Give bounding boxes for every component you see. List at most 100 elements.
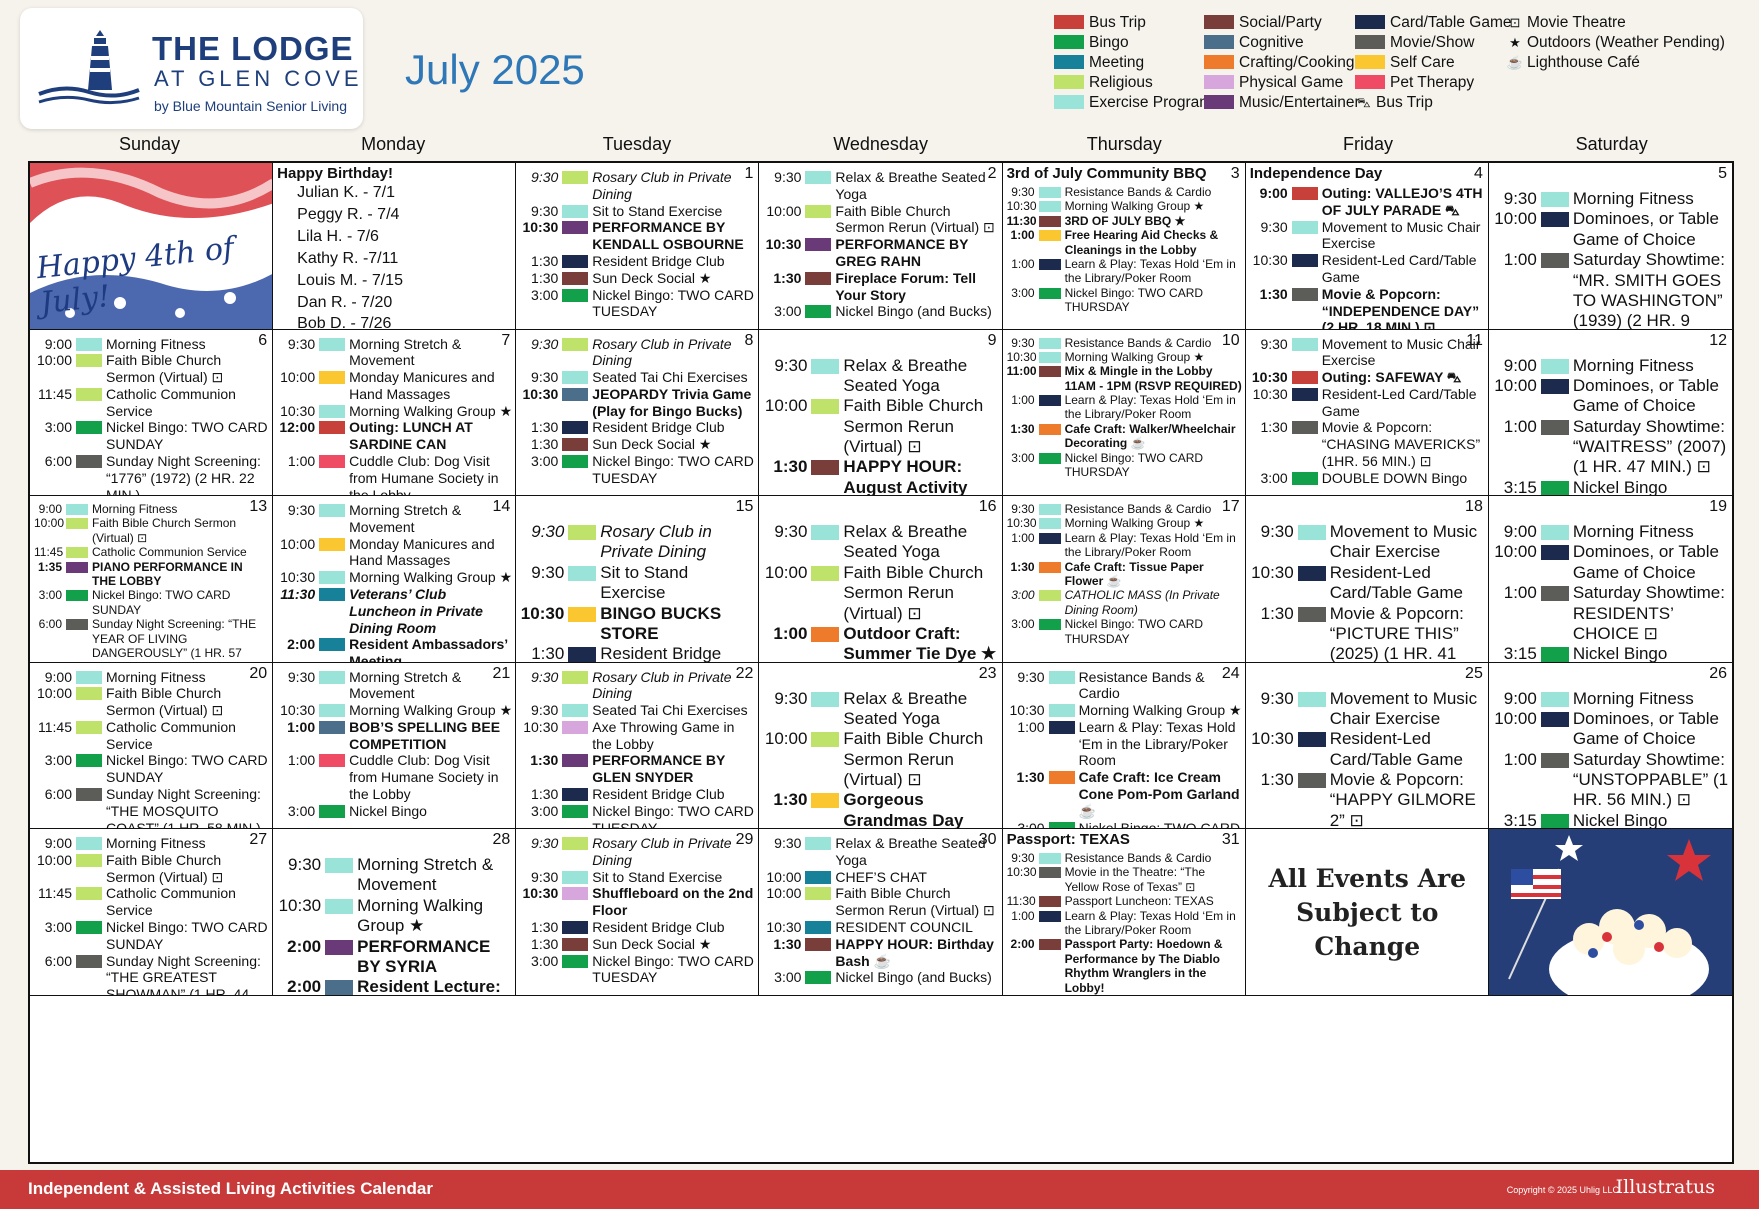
event-item[interactable]: 1:30 Resident Bridge Club <box>520 419 755 436</box>
event-item[interactable]: 9:00 Morning Fitness <box>34 835 269 852</box>
event-item[interactable]: 10:30 Resident-Led Card/Table Game <box>1250 729 1485 770</box>
event-item[interactable]: 9:30 Rosary Club in Private Dining <box>520 169 755 203</box>
event-item[interactable]: 6:00 Sunday Night Screening: “THE MOSQUIT… <box>34 786 269 828</box>
event-item[interactable]: 9:00 Morning Fitness <box>34 336 269 353</box>
event-item[interactable]: 3:00 Nickel Bingo: TWO CARD TUESDAY <box>520 287 755 321</box>
event-item[interactable]: 1:30 Resident Bridge Club <box>520 253 755 270</box>
event-item[interactable]: 10:00 Faith Bible Church Sermon (Virtual)… <box>34 685 269 719</box>
event-item[interactable]: 1:30 PERFORMANCE BY GLEN SNYDER <box>520 752 755 786</box>
event-item[interactable]: 11:00 Mix & Mingle in the Lobby 11AM - 1P… <box>1007 364 1242 393</box>
event-item[interactable]: 11:45 Catholic Communion Service <box>34 545 269 559</box>
event-item[interactable]: 10:30 Morning Walking Group ★ <box>1007 702 1242 719</box>
event-item[interactable]: 9:30 Morning Fitness <box>1493 189 1729 209</box>
event-item[interactable]: 11:30 3RD OF JULY BBQ ★ <box>1007 214 1242 228</box>
event-item[interactable]: 10:00 Faith Bible Church Sermon Rerun (Vi… <box>763 396 998 457</box>
event-item[interactable]: 1:00 Free Hearing Aid Checks & Cleanings … <box>1007 228 1242 257</box>
event-item[interactable]: 9:30 Seated Tai Chi Exercises <box>520 702 755 719</box>
event-item[interactable]: 10:00 Dominoes, or Table Game of Choice <box>1493 542 1729 583</box>
event-item[interactable]: 9:30 Rosary Club in Private Dining <box>520 522 755 563</box>
event-item[interactable]: 9:30 Seated Tai Chi Exercises <box>520 369 755 386</box>
event-item[interactable]: 3:00 Nickel Bingo: TWO CARD TUESDAY <box>520 953 755 987</box>
event-item[interactable]: 3:15 Nickel Bingo <box>1493 478 1729 496</box>
event-item[interactable]: 9:30 Relax & Breathe Seated Yoga <box>763 835 998 869</box>
event-item[interactable]: 1:00 Learn & Play: Texas Hold ‘Em in the … <box>1007 257 1242 286</box>
event-item[interactable]: 1:30 Cafe Craft: Ice Cream Cone Pom-Pom G… <box>1007 769 1242 819</box>
event-item[interactable]: 9:30 Morning Stretch & Movement <box>277 502 512 536</box>
event-item[interactable]: 9:30 Morning Stretch & Movement <box>277 669 512 703</box>
event-item[interactable]: 3:00 Nickel Bingo <box>277 803 512 820</box>
event-item[interactable]: 10:30 Shuffleboard on the 2nd Floor <box>520 885 755 919</box>
event-item[interactable]: 10:30 Morning Walking Group ★ <box>1007 516 1242 530</box>
event-item[interactable]: 9:30 Morning Stretch & Movement <box>277 336 512 370</box>
event-item[interactable]: 1:30 Movie & Popcorn: “INDEPENDENCE DAY” … <box>1250 286 1485 329</box>
event-item[interactable]: 3:15 Nickel Bingo <box>1493 811 1729 829</box>
event-item[interactable]: 3:00 Nickel Bingo: TWO CARD TUESDAY <box>520 803 755 828</box>
event-item[interactable]: 2:00 PERFORMANCE BY SYRIA <box>277 937 512 978</box>
event-item[interactable]: 10:00 Faith Bible Church Sermon Rerun (Vi… <box>763 203 998 237</box>
event-item[interactable]: 1:00 BOB’S SPELLING BEE COMPETITION <box>277 719 512 753</box>
event-item[interactable]: 10:00 Faith Bible Church Sermon Rerun (Vi… <box>763 563 998 624</box>
event-item[interactable]: 3:00 Nickel Bingo: TWO CARD TUESDAY <box>520 453 755 487</box>
event-item[interactable]: 9:30 Sit to Stand Exercise <box>520 203 755 220</box>
event-item[interactable]: 10:30 Movie in the Theatre: “The Yellow R… <box>1007 865 1242 894</box>
event-item[interactable]: 10:00 Faith Bible Church Sermon (Virtual)… <box>34 852 269 886</box>
event-item[interactable]: 9:00 Morning Fitness <box>34 502 269 516</box>
event-item[interactable]: 11:45 Catholic Communion Service <box>34 719 269 753</box>
event-item[interactable]: 10:00 Faith Bible Church Sermon (Virtual)… <box>34 516 269 545</box>
event-item[interactable]: 10:00 CHEF’S CHAT <box>763 869 998 886</box>
event-item[interactable]: 1:30 Movie & Popcorn: “PICTURE THIS” (202… <box>1250 604 1485 662</box>
event-item[interactable]: 10:30 RESIDENT COUNCIL <box>763 919 998 936</box>
event-item[interactable]: 10:30 PERFORMANCE BY KENDALL OSBOURNE <box>520 219 755 253</box>
event-item[interactable]: 1:30 Fireplace Forum: Tell Your Story <box>763 270 998 304</box>
event-item[interactable]: 1:30 Resident Bridge Club <box>520 786 755 803</box>
event-item[interactable]: 9:30 Morning Stretch & Movement <box>277 855 512 896</box>
event-item[interactable]: 10:00 Monday Manicures and Hand Massages <box>277 369 512 403</box>
event-item[interactable]: 9:00 Morning Fitness <box>34 669 269 686</box>
event-item[interactable]: 9:30 Resistance Bands & Cardio <box>1007 336 1242 350</box>
event-item[interactable]: 9:00 Morning Fitness <box>1493 689 1729 709</box>
event-item[interactable]: 1:30 Sun Deck Social ★ <box>520 436 755 453</box>
event-item[interactable]: 3:15 Nickel Bingo <box>1493 644 1729 662</box>
event-item[interactable]: 1:35 PIANO PERFORMANCE IN THE LOBBY <box>34 560 269 589</box>
event-item[interactable]: 10:30 Morning Walking Group ★ <box>1007 350 1242 364</box>
event-item[interactable]: 9:30 Resistance Bands & Cardio <box>1007 502 1242 516</box>
event-item[interactable]: 3:00 Nickel Bingo: TWO CARD SUNDAY <box>34 588 269 617</box>
event-item[interactable]: 1:00 Learn & Play: Texas Hold ‘Em in the … <box>1007 909 1242 938</box>
event-item[interactable]: 1:30 Movie & Popcorn: “CHASING MAVERICKS”… <box>1250 419 1485 469</box>
event-item[interactable]: 11:45 Catholic Communion Service <box>34 386 269 420</box>
event-item[interactable]: 9:00 Morning Fitness <box>1493 356 1729 376</box>
event-item[interactable]: 9:30 Relax & Breathe Seated Yoga <box>763 356 998 397</box>
event-item[interactable]: 3:00 Nickel Bingo: TWO CARD THURSDAY <box>1007 820 1242 829</box>
event-item[interactable]: 6:00 Sunday Night Screening: “THE YEAR OF… <box>34 617 269 661</box>
event-item[interactable]: 6:00 Sunday Night Screening: “THE GREATES… <box>34 953 269 995</box>
event-item[interactable]: 3:00 DOUBLE DOWN Bingo <box>1250 470 1485 487</box>
event-item[interactable]: 6:00 Sunday Night Screening: “1776” (1972… <box>34 453 269 495</box>
event-item[interactable]: 1:00 Outdoor Craft: Summer Tie Dye ★ <box>763 624 998 662</box>
event-item[interactable]: 11:30 Veterans’ Club Luncheon in Private … <box>277 586 512 636</box>
event-item[interactable]: 3:00 Nickel Bingo: TWO CARD SUNDAY <box>34 752 269 786</box>
event-item[interactable]: 10:30 BINGO BUCKS STORE <box>520 604 755 645</box>
event-item[interactable]: 10:30 PERFORMANCE BY GREG RAHN <box>763 236 998 270</box>
event-item[interactable]: 11:45 Catholic Communion Service <box>34 885 269 919</box>
event-item[interactable]: 1:00 Saturday Showtime: “MR. SMITH GOES T… <box>1493 250 1729 328</box>
event-item[interactable]: 9:30 Resistance Bands & Cardio <box>1007 669 1242 703</box>
event-item[interactable]: 9:30 Resistance Bands & Cardio <box>1007 185 1242 199</box>
event-item[interactable]: 9:30 Movement to Music Chair Exercise <box>1250 689 1485 730</box>
event-item[interactable]: 1:30 Gorgeous Grandmas Day Pamper Party i… <box>763 790 998 828</box>
event-item[interactable]: 10:00 Faith Bible Church Sermon Rerun (Vi… <box>763 885 998 919</box>
event-item[interactable]: 1:00 Cuddle Club: Dog Visit from Humane S… <box>277 752 512 802</box>
event-item[interactable]: 9:00 Morning Fitness <box>1493 522 1729 542</box>
event-item[interactable]: 10:30 JEOPARDY Trivia Game (Play for Bing… <box>520 386 755 420</box>
event-item[interactable]: 10:30 Resident-Led Card/Table Game <box>1250 386 1485 420</box>
event-item[interactable]: 9:30 Relax & Breathe Seated Yoga <box>763 522 998 563</box>
event-item[interactable]: 9:30 Rosary Club in Private Dining <box>520 669 755 703</box>
event-item[interactable]: 1:30 Resident Bridge Club <box>520 919 755 936</box>
event-item[interactable]: 10:30 Resident-Led Card/Table Game <box>1250 252 1485 286</box>
event-item[interactable]: 3:00 Nickel Bingo: TWO CARD THURSDAY <box>1007 451 1242 480</box>
event-item[interactable]: 3:00 Nickel Bingo (and Bucks) <box>763 969 998 986</box>
event-item[interactable]: 1:30 Movie & Popcorn: “HAPPY GILMORE 2” ⊡ <box>1250 770 1485 828</box>
event-item[interactable]: 1:00 Saturday Showtime: “UNSTOPPABLE” (1 … <box>1493 750 1729 811</box>
event-item[interactable]: 10:30 Morning Walking Group ★ <box>277 403 512 420</box>
event-item[interactable]: 9:30 Rosary Club in Private Dining <box>520 835 755 869</box>
event-item[interactable]: 1:30 Cafe Craft: Walker/Wheelchair Decora… <box>1007 422 1242 451</box>
